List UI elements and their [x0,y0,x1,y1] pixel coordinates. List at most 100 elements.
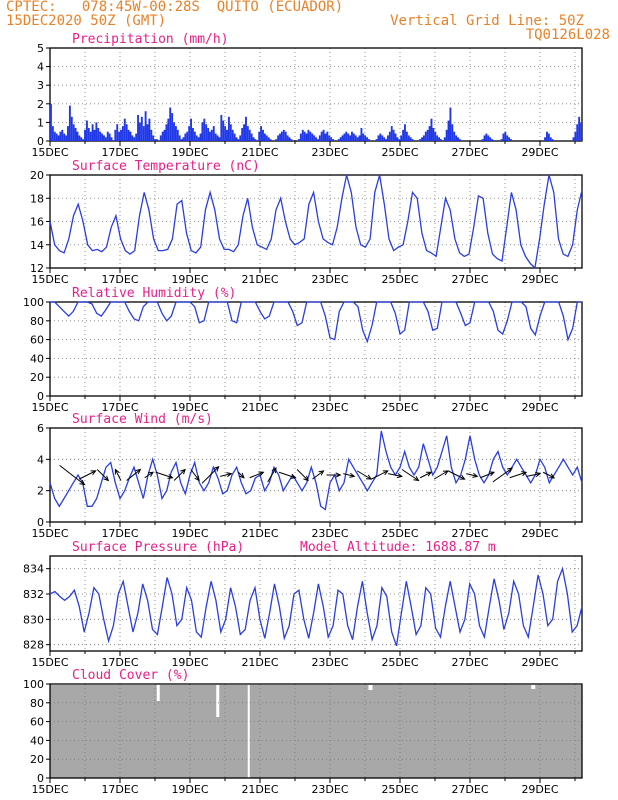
wind-arrow-head [507,467,514,473]
precip-bar [186,131,189,141]
precip-bar [349,135,352,141]
precip-bar [250,133,253,141]
precip-bar [50,103,52,141]
precip-bar [358,135,361,141]
wind-arrow-head [79,479,86,486]
x-tick-label: 25DEC [381,273,418,286]
precip-bar [93,129,96,141]
wind-arrow [296,469,309,481]
precip-bar [483,135,486,141]
precip-bar [275,139,278,141]
wind-arrow [190,469,200,481]
wind-arrow [114,469,122,481]
wind-arrow [78,470,96,480]
precip-bar [360,127,363,141]
precip-bar [116,124,119,141]
y-tick-label: 2 [37,98,44,111]
precip-bar [481,139,484,141]
wind-arrow-head [488,471,496,477]
precip-bar [407,135,410,141]
precip-bar [265,135,268,141]
precip-bar [305,133,308,141]
precip-bar [282,129,285,141]
series-line [49,566,583,647]
panel-frame [49,301,583,397]
wind-arrow-head [396,473,403,479]
y-tick-label: 2 [37,485,44,498]
precip-bar [252,137,255,141]
x-tick-label: 27DEC [451,783,488,796]
model-altitude-label: Model Altitude: 1688.87 m [300,540,496,555]
precip-bar [72,124,75,141]
x-tick-label: 19DEC [171,146,208,159]
wind-arrow-head [180,468,186,475]
x-tick-label: 21DEC [241,783,278,796]
wind-arrow [238,471,245,479]
panel-frame [49,427,583,523]
precip-bar [580,122,582,141]
wind-arrow [126,469,141,481]
wind-arrow-head [114,468,120,475]
precip-bar [224,126,227,141]
wind-arrow [387,473,402,477]
y-tick-label: 3 [37,79,44,92]
wind-arrow-head [194,475,200,482]
panel-title: Cloud Cover (%) [72,668,189,683]
wind-arrow-head [335,472,342,478]
precip-bar [263,133,266,141]
precip-bar [214,133,217,141]
cloud-cover-notch [156,685,160,701]
x-tick-label: 15DEC [31,656,68,669]
precip-bar [547,133,550,141]
precip-bar [506,135,509,141]
x-tick-label: 27DEC [451,401,488,414]
precip-bar [91,124,94,141]
precip-bar [95,122,98,141]
precip-bar [106,131,109,141]
header-grid-note: Vertical Grid Line: 50Z [390,13,584,29]
precip-bar [174,126,177,141]
precip-bar [108,133,111,141]
wind-arrow [509,471,527,479]
precip-bar [449,107,452,141]
precip-bar [222,120,225,141]
panel-title: Surface Wind (m/s) [72,412,213,427]
precip-bar [245,116,247,141]
precip-bar [402,129,405,141]
precip-bar [445,129,448,141]
wind-arrow-head [258,471,265,477]
header-code: TQ0126L028 [525,27,610,43]
precip-bar [188,126,191,141]
precip-bar [197,137,200,141]
precip-bar [84,129,86,141]
x-tick-label: 25DEC [381,401,418,414]
x-tick-label: 21DEC [241,146,278,159]
y-tick-label: 4 [37,61,44,74]
precip-bar [422,135,425,141]
precip-bar [301,129,304,141]
precip-bar [229,124,232,141]
precip-bar [451,124,454,141]
precip-bar [61,129,64,141]
x-tick-label: 25DEC [381,656,418,669]
precip-bar [330,137,333,141]
wind-arrow-head [303,475,309,482]
precip-bar [443,137,446,141]
x-tick-label: 19DEC [171,783,208,796]
precip-bar [447,120,450,141]
y-tick-label: 40 [30,734,44,747]
x-tick-label: 27DEC [451,656,488,669]
precip-bar [173,122,175,141]
precip-bar [146,124,149,141]
precip-bar [576,124,579,141]
precip-bar [53,131,56,141]
precip-bar [148,118,151,141]
precip-bar [405,131,408,141]
x-tick-label: 21DEC [241,273,278,286]
x-tick-label: 29DEC [521,783,558,796]
cloud-cover-notch [531,685,536,689]
precip-bar [303,131,306,141]
wind-arrow [447,470,465,480]
series-line [49,174,583,270]
precip-bar [184,133,187,141]
